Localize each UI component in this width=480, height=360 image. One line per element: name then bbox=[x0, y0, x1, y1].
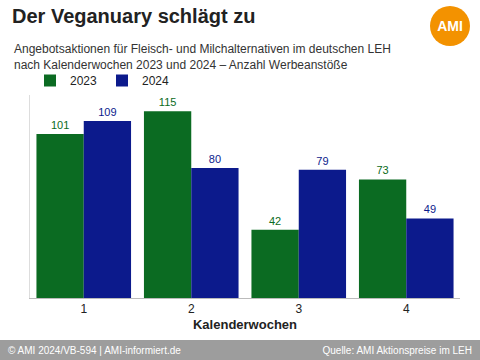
svg-text:80: 80 bbox=[209, 153, 221, 165]
svg-text:3: 3 bbox=[295, 302, 302, 316]
svg-text:115: 115 bbox=[159, 96, 177, 108]
svg-text:109: 109 bbox=[98, 106, 116, 118]
svg-text:73: 73 bbox=[376, 164, 388, 176]
svg-text:2024: 2024 bbox=[142, 74, 169, 88]
svg-text:2: 2 bbox=[188, 302, 195, 316]
html-text:AMI: AMI bbox=[437, 18, 463, 34]
svg-text:49: 49 bbox=[424, 203, 436, 215]
html-text:Quelle: AMI Aktionspreise im L: Quelle: AMI Aktionspreise im LEH bbox=[322, 344, 472, 356]
svg-text:2023: 2023 bbox=[70, 74, 97, 88]
svg-text:Kalenderwochen: Kalenderwochen bbox=[193, 317, 297, 332]
svg-text:Der Veganuary schlägt zu: Der Veganuary schlägt zu bbox=[12, 5, 255, 27]
svg-text:42: 42 bbox=[269, 215, 281, 227]
svg-text:1: 1 bbox=[80, 302, 87, 316]
svg-text:101: 101 bbox=[51, 119, 69, 131]
html-text:© AMI 2024/VB-594 | AMI-inform: © AMI 2024/VB-594 | AMI-informiert.de bbox=[8, 344, 181, 356]
svg-text:Angebotsaktionen für Fleisch-: Angebotsaktionen für Fleisch- und Milcha… bbox=[14, 42, 391, 72]
svg-text:4: 4 bbox=[403, 302, 410, 316]
svg-text:79: 79 bbox=[316, 155, 328, 167]
